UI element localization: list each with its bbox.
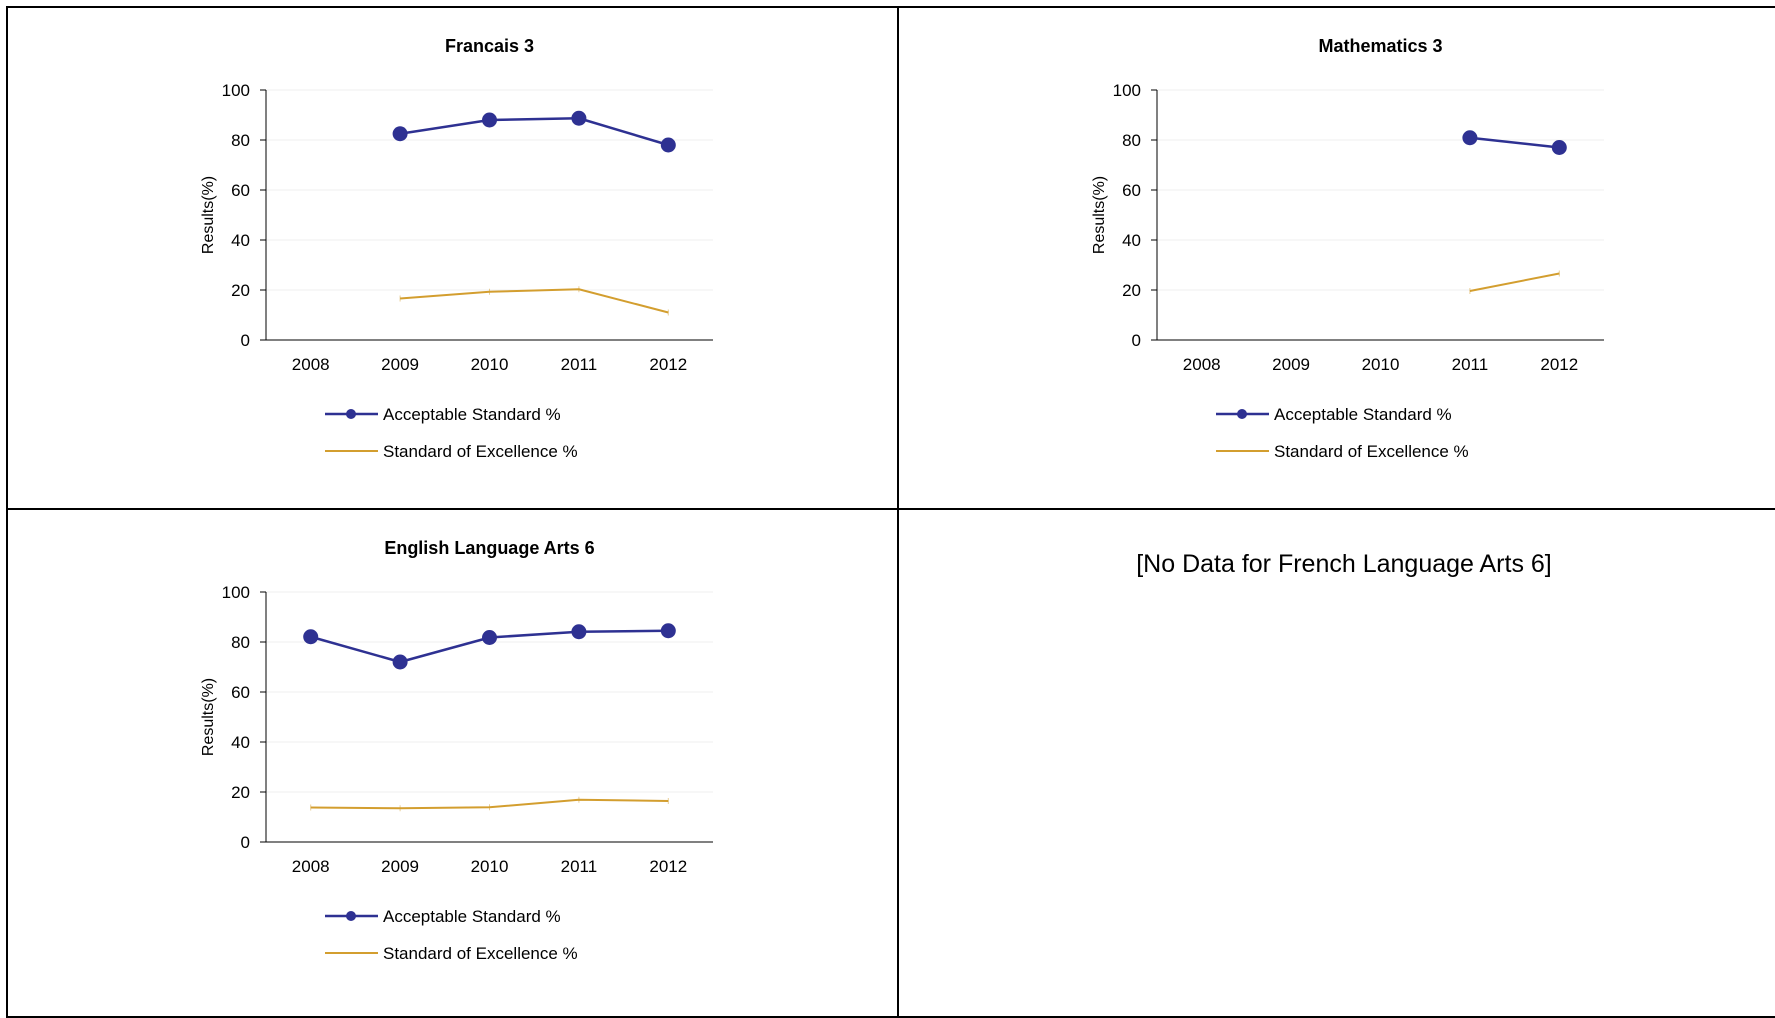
cell-french-language-arts-6: [No Data for French Language Arts 6] [897,508,1775,1018]
chart-title: Francais 3 [445,36,534,56]
charts-grid: Francais 3 0 20 40 60 80 100 Results(%) 2008 2009… [6,6,1775,1018]
y-tick-label: 60 [231,683,250,702]
data-point-acceptable [660,137,676,153]
legend-label: Acceptable Standard % [1274,405,1452,424]
y-tick-label: 80 [1122,131,1141,150]
chart-mathematics-3: Mathematics 3 0 20 40 60 80 100 Results(%) 2008 2… [1091,36,1604,461]
y-tick-label: 20 [1122,281,1141,300]
x-tick-label: 2011 [561,857,598,876]
x-tick-label: 2009 [1272,355,1310,374]
y-tick-label: 0 [1132,331,1141,350]
data-point-acceptable [1462,130,1478,146]
y-tick-label: 40 [1122,231,1141,250]
y-tick-label: 100 [1113,81,1141,100]
x-tick-label: 2011 [1452,355,1489,374]
x-tick-label: 2012 [649,355,687,374]
x-tick-label: 2012 [649,857,687,876]
chart-english-language-arts-6: English Language Arts 6 0 20 40 60 80 100 Resul… [200,538,713,963]
y-tick-label: 0 [241,833,250,852]
legend-label: Standard of Excellence % [383,442,578,461]
y-tick-label: 0 [241,331,250,350]
legend-label: Acceptable Standard % [383,907,561,926]
x-tick-label: 2009 [381,355,419,374]
legend-swatch-marker [346,409,356,419]
y-axis-label: Results(%) [200,678,217,756]
y-tick-label: 100 [222,583,250,602]
x-tick-label: 2008 [1183,355,1221,374]
x-tick-label: 2012 [1540,355,1578,374]
y-tick-label: 20 [231,281,250,300]
data-point-acceptable [660,623,676,639]
data-point-acceptable [392,654,408,670]
series-line-excellence [1469,272,1560,292]
x-tick-label: 2008 [292,857,330,876]
data-point-acceptable [482,630,497,645]
legend-label: Standard of Excellence % [383,944,578,963]
legend-label: Standard of Excellence % [1274,442,1469,461]
chart-francais-3: Francais 3 0 20 40 60 80 100 Results(%) 2008 2009… [200,36,713,461]
y-tick-label: 80 [231,633,250,652]
y-tick-label: 100 [222,81,250,100]
cell-mathematics-3: Mathematics 3 0 20 40 60 80 100 Results(%) 2008 2… [897,6,1775,510]
cell-english-language-arts-6: English Language Arts 6 0 20 40 60 80 100 Resul… [6,508,899,1018]
x-tick-label: 2008 [292,355,330,374]
y-axis-label: Results(%) [200,176,217,254]
data-point-acceptable [392,126,408,142]
y-tick-label: 60 [1122,181,1141,200]
data-point-acceptable [1551,140,1567,155]
series-line-acceptable [399,117,669,147]
legend-swatch-marker [1237,409,1247,419]
x-tick-label: 2009 [381,857,419,876]
x-tick-label: 2010 [1362,355,1400,374]
cell-francais-3: Francais 3 0 20 40 60 80 100 Results(%) 2008 2009… [6,6,899,510]
data-point-acceptable [482,112,497,128]
x-tick-label: 2011 [561,355,598,374]
chart-title: Mathematics 3 [1318,36,1442,56]
y-tick-label: 20 [231,783,250,802]
data-point-acceptable [571,110,587,126]
y-tick-label: 80 [231,131,250,150]
y-axis-label: Results(%) [1091,176,1108,254]
y-tick-label: 60 [231,181,250,200]
data-point-acceptable [571,624,587,640]
x-tick-label: 2010 [471,857,509,876]
y-tick-label: 40 [231,733,250,752]
x-tick-label: 2010 [471,355,509,374]
series-line-excellence [400,288,669,314]
data-point-acceptable [303,629,319,645]
chart-title: English Language Arts 6 [384,538,594,558]
legend-label: Acceptable Standard % [383,405,561,424]
no-data-message: [No Data for French Language Arts 6] [1136,550,1552,578]
series-line-acceptable [1469,136,1560,149]
legend-swatch-marker [346,911,356,921]
y-tick-label: 40 [231,231,250,250]
